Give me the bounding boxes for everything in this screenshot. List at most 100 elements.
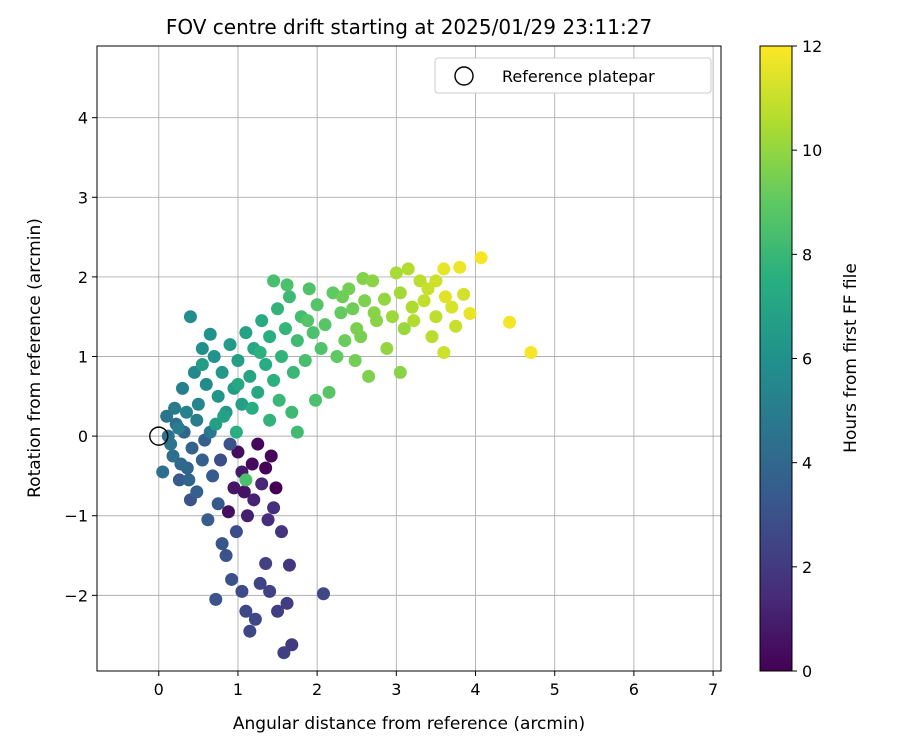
data-point xyxy=(209,592,223,606)
data-point xyxy=(259,357,273,371)
data-point xyxy=(271,604,285,618)
x-tick-label: 2 xyxy=(312,680,322,699)
legend: Reference platepar xyxy=(434,57,712,94)
data-point xyxy=(393,286,407,300)
data-point xyxy=(195,342,209,356)
data-point xyxy=(187,365,201,379)
data-point xyxy=(215,365,229,379)
data-point xyxy=(239,326,253,340)
data-point xyxy=(417,294,431,308)
colorbar-tick-label: 12 xyxy=(802,37,822,56)
colorbar: 0 2 4 6 8 10 12 Hours from first FF file xyxy=(759,37,861,681)
data-point xyxy=(389,266,403,280)
data-point xyxy=(366,274,380,288)
data-point xyxy=(235,584,249,598)
colorbar-gradient xyxy=(759,45,793,672)
data-point xyxy=(253,576,267,590)
data-point xyxy=(164,437,178,451)
data-point xyxy=(251,437,265,451)
data-point xyxy=(231,353,245,367)
data-point xyxy=(206,469,220,483)
data-point xyxy=(183,310,197,324)
data-point xyxy=(248,612,262,626)
data-point xyxy=(302,282,316,296)
data-point xyxy=(429,310,443,324)
data-point xyxy=(231,377,245,391)
data-point xyxy=(235,397,249,411)
data-point xyxy=(231,445,245,459)
data-point xyxy=(377,292,391,306)
data-point xyxy=(195,453,209,467)
data-point xyxy=(172,473,186,487)
data-point xyxy=(380,342,394,356)
data-point xyxy=(306,326,320,340)
data-point xyxy=(215,537,229,551)
data-point xyxy=(463,307,477,321)
data-point xyxy=(272,393,286,407)
data-point xyxy=(195,357,209,371)
data-point xyxy=(285,638,299,652)
data-point xyxy=(243,624,257,638)
data-point xyxy=(290,425,304,439)
data-point xyxy=(267,373,281,387)
y-tick-label: 4 xyxy=(78,109,88,128)
data-point xyxy=(176,381,190,395)
data-point xyxy=(282,290,296,304)
data-point xyxy=(425,330,439,344)
x-tick-label: 6 xyxy=(629,680,639,699)
data-point xyxy=(263,330,277,344)
data-point xyxy=(179,405,193,419)
data-point xyxy=(271,302,285,316)
axis-ticks: 0 1 2 3 4 5 6 7 −2 −1 0 1 2 3 4 xyxy=(64,109,718,699)
data-point xyxy=(174,457,188,471)
data-point xyxy=(282,558,296,572)
data-point xyxy=(437,262,451,276)
data-point xyxy=(229,425,243,439)
data-point xyxy=(358,294,372,308)
data-point xyxy=(207,350,221,364)
data-point xyxy=(280,278,294,292)
data-point xyxy=(453,260,467,274)
data-point xyxy=(318,318,332,332)
data-point xyxy=(437,346,451,360)
data-point xyxy=(338,334,352,348)
data-point xyxy=(239,604,253,618)
data-point xyxy=(185,441,199,455)
data-point xyxy=(401,262,415,276)
data-point xyxy=(191,397,205,411)
data-point xyxy=(316,587,330,601)
data-point xyxy=(253,346,267,360)
data-point xyxy=(227,481,241,495)
data-point xyxy=(334,306,348,320)
data-point xyxy=(214,453,228,467)
data-point xyxy=(397,322,411,336)
data-point xyxy=(407,314,421,328)
reference-point xyxy=(149,426,169,446)
data-point xyxy=(298,353,312,367)
data-point xyxy=(259,557,273,571)
y-tick-label: 0 xyxy=(78,427,88,446)
data-point xyxy=(524,346,538,360)
data-point xyxy=(247,493,261,507)
colorbar-tick-label: 0 xyxy=(802,662,812,681)
data-point xyxy=(259,461,273,475)
data-point xyxy=(421,282,435,296)
data-point xyxy=(449,319,463,333)
data-point xyxy=(166,449,180,463)
data-points xyxy=(156,251,538,660)
data-point xyxy=(240,509,254,523)
data-point xyxy=(267,501,281,515)
data-point xyxy=(280,596,294,610)
data-point xyxy=(203,327,217,341)
plot-area xyxy=(97,46,721,671)
data-point xyxy=(190,485,204,499)
data-point xyxy=(229,525,243,539)
data-point xyxy=(211,389,225,403)
data-point xyxy=(309,393,323,407)
data-point xyxy=(255,314,269,328)
y-tick-label: 2 xyxy=(78,268,88,287)
data-point xyxy=(261,513,275,527)
data-point xyxy=(429,274,443,288)
data-point xyxy=(457,287,471,301)
data-point xyxy=(413,274,427,288)
